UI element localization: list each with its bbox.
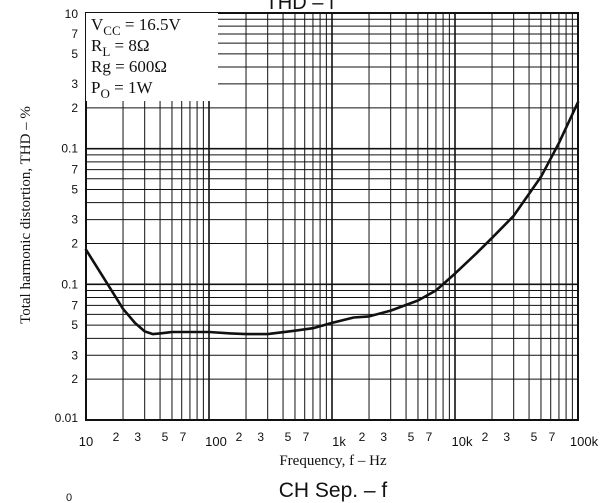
condition-line: Rg = 600Ω (91, 57, 167, 76)
y-tick-label: 0.1 (61, 142, 78, 156)
y-tick-label: 7 (71, 27, 78, 41)
x-tick-labels: 10 2 3 5 7 100 2 3 5 7 1k 2 3 5 7 10k 2 3 5 7 100k (79, 430, 599, 449)
condition-line: RL = 8Ω (91, 36, 150, 59)
y-tick-label: 10 (65, 7, 79, 21)
series-layer (84, 100, 580, 336)
x-tick-label: 2 (482, 430, 489, 444)
x-tick-label: 7 (180, 430, 187, 444)
y-tick-label: 2 (71, 372, 78, 386)
y-tick-label: 5 (71, 183, 78, 197)
plot-frame (85, 12, 579, 421)
conditions-background (86, 13, 218, 101)
y-tick-label: 7 (71, 163, 78, 177)
top-title-fragment: THD – f (266, 0, 335, 14)
x-tick-label: 5 (408, 430, 415, 444)
x-tick-label: 100 (205, 434, 227, 449)
x-tick-label: 5 (531, 430, 538, 444)
y-tick-label: 2 (71, 101, 78, 115)
y-tick-label: 2 (71, 236, 78, 250)
series-line-0 (84, 100, 580, 336)
x-tick-label: 2 (113, 430, 120, 444)
condition-line: PO = 1W (91, 78, 153, 101)
x-tick-label: 5 (162, 430, 169, 444)
y-tick-label: 3 (71, 348, 78, 362)
x-tick-label: 7 (549, 430, 556, 444)
x-tick-label: 100k (570, 434, 599, 449)
y-tick-label: 5 (71, 47, 78, 61)
x-tick-label: 10 (79, 434, 93, 449)
condition-line: VCC = 16.5V (91, 15, 181, 38)
y-tick-label: 3 (71, 77, 78, 91)
y-tick-labels: 10 7 5 3 2 0.1 7 5 3 2 0.1 7 5 3 2 0.01 (55, 7, 79, 425)
y-tick-label: 5 (71, 318, 78, 332)
x-tick-label: 7 (426, 430, 433, 444)
bottom-chart-title: CH Sep. – f (279, 479, 388, 502)
x-tick-label: 3 (503, 430, 510, 444)
y-tick-label: 0.1 (61, 277, 78, 291)
x-tick-label: 2 (236, 430, 243, 444)
y-axis-label: Total harmonic distortion, THD – % (18, 106, 34, 324)
x-tick-label: 3 (134, 430, 141, 444)
x-tick-label: 3 (257, 430, 264, 444)
y-tick-label: 7 (71, 298, 78, 312)
x-tick-label: 1k (332, 434, 346, 449)
x-tick-label: 5 (285, 430, 292, 444)
x-tick-label: 7 (303, 430, 310, 444)
y-tick-label: 3 (71, 213, 78, 227)
x-tick-label: 10k (452, 434, 473, 449)
x-axis-label: Frequency, f – Hz (279, 453, 387, 469)
x-tick-label: 2 (359, 430, 366, 444)
y-tick-label: 0.01 (55, 411, 79, 425)
x-tick-label: 3 (380, 430, 387, 444)
bottom-chart-tick-fragment: 0 (66, 492, 72, 503)
